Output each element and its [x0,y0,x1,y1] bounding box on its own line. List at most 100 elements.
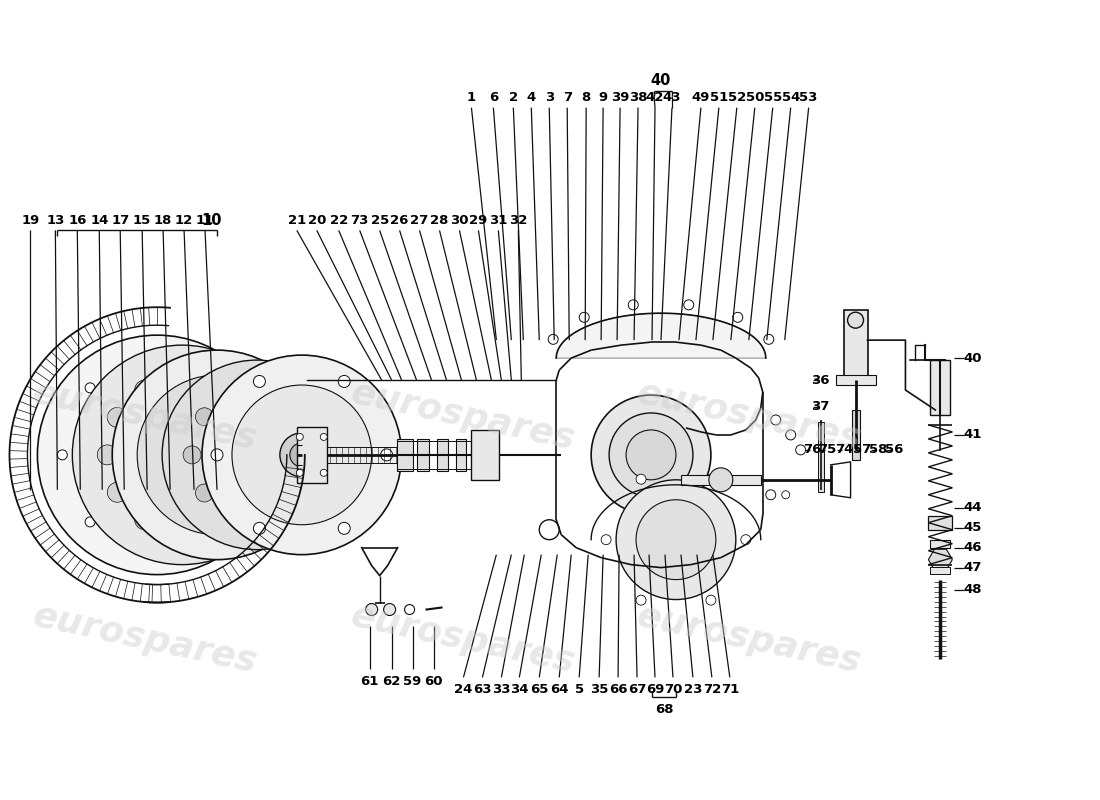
Text: 15: 15 [133,214,152,227]
Circle shape [37,335,277,574]
Text: 70: 70 [663,683,682,696]
Circle shape [296,470,304,476]
Polygon shape [681,475,761,485]
Bar [931,360,950,415]
Text: 35: 35 [590,683,608,696]
Circle shape [232,385,372,525]
Bar [817,422,824,492]
Text: 65: 65 [530,683,549,696]
Text: eurospares: eurospares [348,599,579,680]
Circle shape [268,384,286,402]
Text: 18: 18 [154,214,173,227]
Circle shape [108,482,128,502]
Bar [456,439,466,471]
Text: 8: 8 [582,91,591,104]
Text: 53: 53 [800,91,817,104]
Text: 56: 56 [886,443,904,456]
Text: 26: 26 [390,214,409,227]
Circle shape [626,430,676,480]
Circle shape [152,355,162,365]
Circle shape [73,345,292,565]
Text: 22: 22 [330,214,348,227]
Text: eurospares: eurospares [30,599,261,680]
Circle shape [138,375,297,534]
Circle shape [771,415,781,425]
Text: 57: 57 [854,443,871,456]
Text: 63: 63 [473,683,492,696]
Circle shape [183,446,201,464]
Text: 23: 23 [684,683,702,696]
Circle shape [228,384,246,402]
Circle shape [782,490,790,498]
Circle shape [219,383,229,393]
Text: 45: 45 [964,522,981,534]
Text: 58: 58 [869,443,888,456]
Circle shape [211,449,223,461]
Circle shape [196,408,213,426]
Circle shape [152,545,162,554]
Text: 25: 25 [371,214,388,227]
Circle shape [706,595,716,605]
Text: 49: 49 [692,91,711,104]
Circle shape [706,474,716,484]
Circle shape [766,490,775,500]
Circle shape [108,407,128,427]
Polygon shape [557,314,766,358]
Text: 36: 36 [812,374,829,386]
Text: 28: 28 [430,214,449,227]
Text: 73: 73 [351,214,369,227]
Text: 60: 60 [425,675,443,688]
Text: 48: 48 [962,583,981,596]
Text: 33: 33 [492,683,510,696]
Text: 19: 19 [21,214,40,227]
Text: 37: 37 [812,401,829,414]
Circle shape [609,413,693,497]
Text: eurospares: eurospares [30,375,261,456]
Circle shape [740,534,751,545]
Text: 5: 5 [574,683,584,696]
Text: 76: 76 [803,443,822,456]
Circle shape [785,430,795,440]
Circle shape [580,312,590,322]
Circle shape [300,408,318,426]
Bar [844,310,868,380]
Circle shape [548,334,558,344]
Circle shape [172,370,192,390]
Text: 52: 52 [728,91,746,104]
Text: 42: 42 [646,91,664,104]
Text: 72: 72 [703,683,720,696]
Circle shape [279,433,323,477]
Circle shape [134,510,155,530]
Text: 69: 69 [646,683,664,696]
Bar [397,439,412,471]
Bar [437,439,449,471]
Circle shape [708,468,733,492]
Circle shape [228,507,246,526]
Text: 74: 74 [835,443,854,456]
Circle shape [162,360,352,550]
Text: 51: 51 [710,91,728,104]
Text: 40: 40 [651,74,671,88]
Text: eurospares: eurospares [634,375,865,456]
Text: 17: 17 [111,214,130,227]
Text: 4: 4 [527,91,536,104]
Text: 50: 50 [746,91,764,104]
Bar [836,375,876,385]
Text: 34: 34 [510,683,529,696]
Circle shape [296,434,304,441]
Circle shape [202,355,402,554]
Circle shape [134,380,155,400]
Circle shape [636,500,716,579]
Bar [928,516,953,530]
Text: 62: 62 [383,675,400,688]
Circle shape [320,434,328,441]
Text: 38: 38 [629,91,647,104]
Circle shape [246,445,267,465]
Circle shape [312,446,331,464]
Text: 10: 10 [201,213,222,228]
Text: 11: 11 [196,214,214,227]
Text: 43: 43 [662,91,681,104]
Text: 67: 67 [628,683,646,696]
Circle shape [405,605,415,614]
Text: 20: 20 [308,214,326,227]
